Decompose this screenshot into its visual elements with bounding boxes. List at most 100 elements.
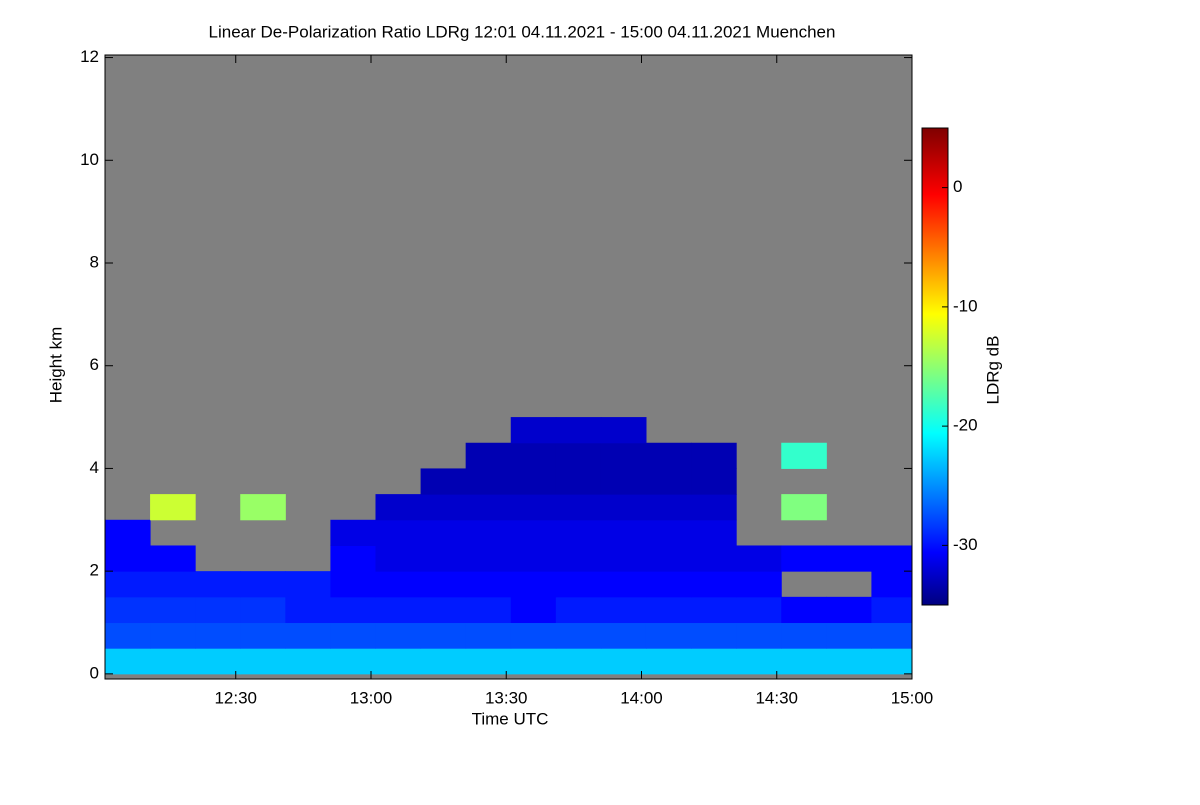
heatmap-cell (465, 571, 512, 598)
heatmap-cell (826, 622, 872, 649)
heatmap-cell (600, 571, 647, 598)
heatmap-cell (736, 571, 782, 598)
heatmap-cell (555, 648, 602, 675)
heatmap-cell (600, 648, 647, 675)
heatmap-cell (105, 519, 151, 546)
heatmap-cell (781, 596, 827, 624)
heatmap-cell (645, 622, 692, 649)
heatmap-cell (150, 571, 196, 598)
heatmap-cell (420, 519, 467, 546)
heatmap-cell (645, 494, 692, 521)
heatmap-cell (240, 596, 286, 624)
heatmap-cell (691, 571, 737, 598)
heatmap-cell (600, 442, 647, 469)
heatmap-cell (465, 442, 512, 469)
heatmap-cell (691, 622, 737, 649)
heatmap-cell (195, 622, 241, 649)
heatmap-cell (510, 648, 557, 675)
heatmap-cell (465, 622, 512, 649)
heatmap-cell (375, 648, 422, 675)
heatmap-cell (465, 494, 512, 521)
colorbar-label: LDRg dB (983, 336, 1002, 405)
heatmap-cell (105, 648, 151, 675)
heatmap-cell (150, 622, 196, 649)
heatmap-cell (781, 442, 827, 469)
heatmap-cell (736, 648, 782, 675)
heatmap-cell (375, 519, 422, 546)
heatmap-cell (645, 468, 692, 495)
heatmap-cell (781, 648, 827, 675)
heatmap-cell (510, 571, 557, 598)
heatmap-cell (645, 545, 692, 572)
heatmap-cell (781, 545, 827, 572)
heatmap-cell (105, 596, 151, 624)
heatmap-cell (691, 519, 737, 546)
colorbar-tick-label: 0 (953, 177, 962, 196)
heatmap-cell (150, 545, 196, 572)
heatmap-cell (871, 545, 912, 572)
x-tick-label: 12:30 (214, 688, 257, 707)
heatmap-cell (375, 622, 422, 649)
y-tick-label: 10 (80, 150, 99, 169)
heatmap-cell (871, 571, 912, 598)
y-tick-label: 6 (90, 355, 99, 374)
heatmap-cell (871, 622, 912, 649)
y-axis-label: Height km (46, 327, 65, 404)
x-tick-label: 14:30 (755, 688, 798, 707)
heatmap-cell (420, 596, 467, 624)
heatmap-cell (510, 442, 557, 469)
heatmap-cell (330, 571, 376, 598)
heatmap-cell (555, 442, 602, 469)
heatmap-cell (555, 519, 602, 546)
heatmap-cell (600, 545, 647, 572)
heatmap-cell (150, 596, 196, 624)
heatmap-cell (240, 571, 286, 598)
heatmap-cell (195, 596, 241, 624)
heatmap-cell (691, 596, 737, 624)
heatmap-cell (510, 468, 557, 495)
x-tick-label: 14:00 (620, 688, 663, 707)
colorbar-tick-label: -20 (953, 416, 978, 435)
heatmap-cell (645, 648, 692, 675)
heatmap (105, 417, 912, 675)
heatmap-cell (600, 622, 647, 649)
x-tick-label: 13:00 (350, 688, 393, 707)
heatmap-cell (781, 494, 827, 521)
heatmap-cell (240, 622, 286, 649)
heatmap-cell (691, 494, 737, 521)
colorbar-tick-label: -30 (953, 535, 978, 554)
heatmap-cell (645, 442, 692, 469)
heatmap-cell (736, 596, 782, 624)
heatmap-cell (420, 545, 467, 572)
heatmap-cell (465, 545, 512, 572)
heatmap-cell (510, 494, 557, 521)
heatmap-cell (285, 622, 331, 649)
heatmap-cell (871, 648, 912, 675)
heatmap-cell (600, 596, 647, 624)
heatmap-cell (736, 622, 782, 649)
heatmap-cell (375, 545, 422, 572)
heatmap-cell (510, 519, 557, 546)
heatmap-cell (826, 545, 872, 572)
heatmap-cell (871, 596, 912, 624)
heatmap-cell (510, 622, 557, 649)
y-tick-label: 2 (90, 561, 99, 580)
heatmap-cell (510, 596, 557, 624)
y-tick-label: 8 (90, 252, 99, 271)
heatmap-cell (105, 545, 151, 572)
heatmap-cell (285, 571, 331, 598)
heatmap-cell (420, 468, 467, 495)
heatmap-cell (555, 494, 602, 521)
heatmap-cell (555, 417, 602, 444)
heatmap-cell (330, 545, 376, 572)
heatmap-cell (555, 545, 602, 572)
heatmap-cell (465, 648, 512, 675)
plot-frame (104, 54, 913, 680)
heatmap-cell (285, 596, 331, 624)
heatmap-cell (375, 494, 422, 521)
heatmap-cell (600, 519, 647, 546)
heatmap-cell (465, 519, 512, 546)
colorbar-tick-label: -10 (953, 296, 978, 315)
heatmap-cell (240, 648, 286, 675)
heatmap-cell (645, 519, 692, 546)
